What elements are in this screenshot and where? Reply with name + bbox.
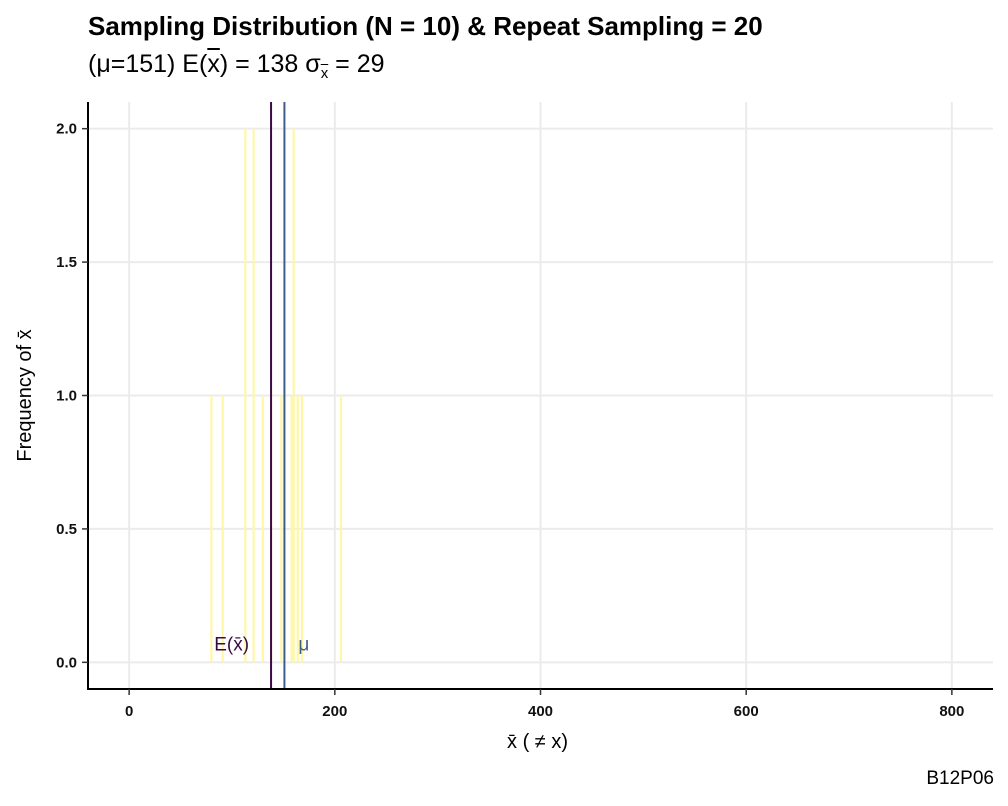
histogram-bar [300, 395, 304, 663]
y-tick-label: 1.0 [56, 388, 77, 405]
tick-labels: 0 200 400 600 800 0.0 0.5 1.0 1.5 2.0 x̄ ( ≠ x) Fre… [14, 121, 964, 753]
axes [82, 102, 993, 695]
grid-lines [88, 102, 993, 689]
histogram-bar [210, 395, 213, 663]
plot-caption: B12P06 [926, 768, 994, 789]
histogram-bars [210, 128, 343, 663]
y-tick-label: 0.5 [56, 521, 77, 538]
x-tick-label: 800 [939, 703, 964, 720]
reference-line-label: μ [298, 634, 309, 655]
subtitle-eq-part: ) = 138 σ [219, 50, 321, 78]
reference-lines: E(x̄) μ [214, 102, 309, 689]
subtitle-tail: = 29 [328, 50, 385, 78]
histogram-bar [296, 395, 299, 663]
histogram-bar [261, 395, 264, 663]
y-tick-label: 0.0 [56, 654, 77, 671]
x-tick-label: 0 [125, 703, 133, 720]
histogram-bar [221, 395, 224, 663]
histogram-bar [252, 128, 255, 663]
y-tick-label: 2.0 [56, 121, 77, 138]
histogram-bar [244, 128, 247, 663]
y-tick-label: 1.5 [56, 254, 77, 271]
subtitle-mu-part: (μ=151) E( [88, 50, 208, 78]
x-tick-label: 400 [528, 703, 553, 720]
histogram-bar [339, 395, 343, 663]
reference-line-label: E(x̄) [214, 634, 249, 655]
x-tick-label: 200 [322, 703, 347, 720]
x-axis-title: x̄ ( ≠ x) [507, 731, 568, 753]
histogram-bar [280, 395, 283, 663]
chart-title: Sampling Distribution (N = 10) & Repeat … [88, 11, 763, 41]
y-axis-title: Frequency of x̄ [14, 329, 36, 461]
chart-subtitle: (μ=151) E(x) = 138 σx = 29 [88, 50, 385, 82]
x-tick-label: 600 [734, 703, 759, 720]
subtitle-sigma-sub: x [320, 65, 329, 82]
subtitle-xbar: x [207, 50, 220, 78]
histogram-bar [292, 128, 295, 663]
histogram-bar [290, 395, 293, 663]
